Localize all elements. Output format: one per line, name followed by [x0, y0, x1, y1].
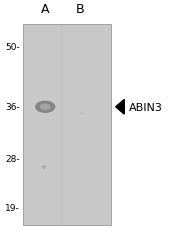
Text: 19-: 19-	[5, 203, 20, 212]
Text: A: A	[41, 3, 50, 16]
Polygon shape	[116, 100, 124, 115]
Ellipse shape	[40, 104, 51, 111]
FancyBboxPatch shape	[23, 25, 111, 225]
Ellipse shape	[35, 101, 55, 113]
Text: ABIN3: ABIN3	[129, 102, 163, 112]
Text: 36-: 36-	[5, 103, 20, 112]
Ellipse shape	[80, 113, 83, 115]
Text: 50-: 50-	[5, 43, 20, 52]
Text: 28-: 28-	[6, 154, 20, 163]
Ellipse shape	[42, 165, 46, 169]
Text: B: B	[75, 3, 84, 16]
